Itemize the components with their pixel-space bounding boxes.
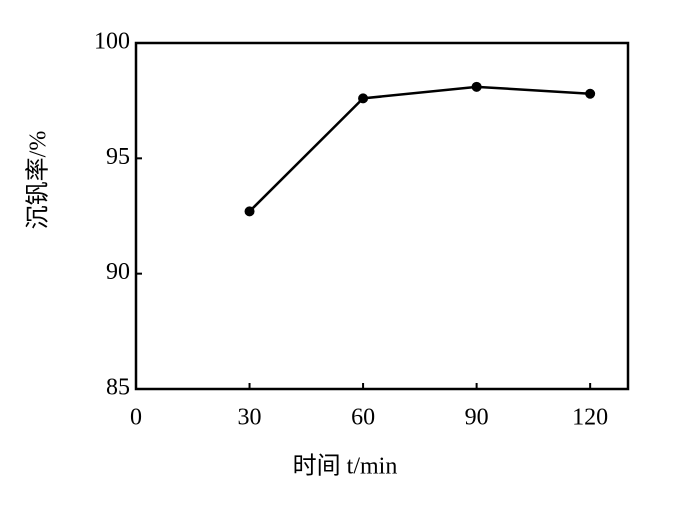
data-point: [585, 88, 596, 99]
x-tick-label: 0: [130, 405, 142, 431]
y-tick-label: 95: [106, 144, 130, 170]
data-point: [358, 93, 369, 104]
y-tick-label: 100: [94, 29, 130, 55]
x-axis-label: 时间 t/min: [293, 453, 398, 480]
x-tick-label: 60: [351, 405, 375, 431]
plot-frame: [134, 41, 630, 391]
data-point: [471, 81, 482, 92]
data-point: [244, 206, 255, 217]
data-line: [248, 85, 591, 213]
y-tick-label: 90: [106, 259, 130, 285]
x-tick-label: 30: [238, 405, 262, 431]
y-axis-label: 沉钒率/%: [25, 131, 52, 230]
x-tick-label: 120: [572, 405, 608, 431]
y-tick-label: 85: [106, 375, 130, 401]
x-tick-label: 90: [465, 405, 489, 431]
